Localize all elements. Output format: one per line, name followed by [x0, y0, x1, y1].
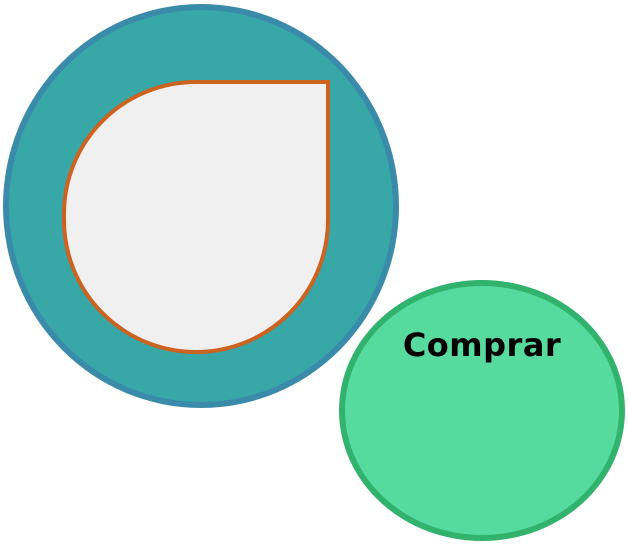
buy-button[interactable]: Comprar: [339, 280, 625, 541]
drop-shape-icon: [62, 80, 330, 354]
buy-button-label: Comprar: [402, 326, 562, 364]
